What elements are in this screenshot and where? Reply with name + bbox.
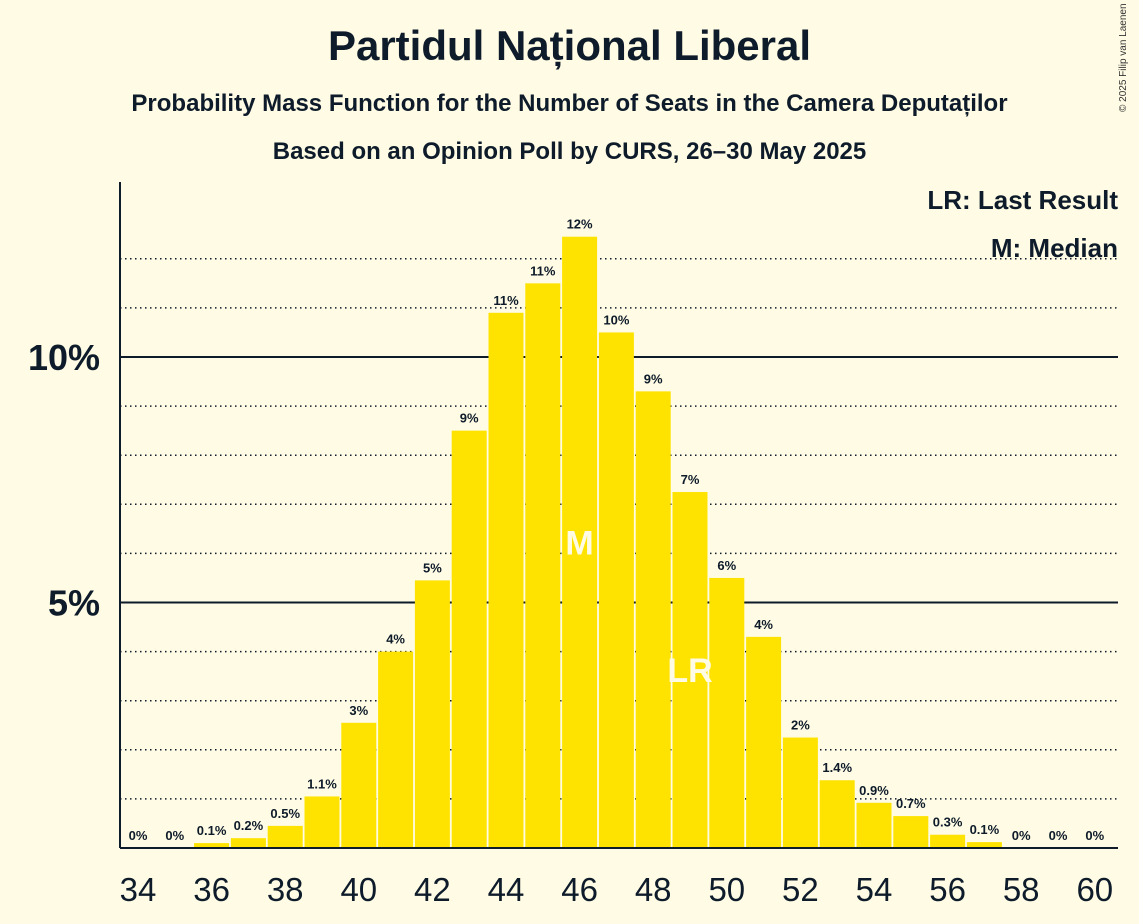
bar-seat-38 [267,825,303,848]
bar-seat-37 [230,838,266,848]
x-tick-label-56: 56 [929,871,966,908]
last-result-marker: LR [667,652,712,690]
bar-value-label-60: 0% [1085,828,1104,843]
x-tick-label-44: 44 [488,871,525,908]
bar-seat-48 [635,391,671,848]
bar-value-label-54: 0.9% [859,783,889,798]
bar-seat-45 [525,283,561,849]
bar-value-label-52: 2% [791,718,810,733]
bar-value-label-51: 4% [754,617,773,632]
x-tick-label-38: 38 [267,871,304,908]
legend-median: M: Median [991,233,1118,263]
x-tick-label-48: 48 [635,871,672,908]
x-tick-label-52: 52 [782,871,819,908]
bar-seat-40 [341,722,377,848]
x-tick-label-54: 54 [856,871,893,908]
bar-value-label-47: 10% [603,312,629,327]
bar-value-label-58: 0% [1012,828,1031,843]
bar-value-label-37: 0.2% [234,818,264,833]
bar-seat-49 [672,492,708,848]
bar-value-label-36: 0.1% [197,823,227,838]
bar-value-label-49: 7% [681,472,700,487]
bar-value-label-50: 6% [717,558,736,573]
chart-subtitle: Probability Mass Function for the Number… [131,90,1008,117]
x-tick-label-36: 36 [193,871,230,908]
bar-value-label-57: 0.1% [970,822,1000,837]
bar-labels: 0% 0% 0.1% 0.2% 0.5% 1.1% 3% 4% 5% 9% 11% 11% 12% 10%… [129,217,1105,843]
bar-value-label-53: 1.4% [822,760,852,775]
bar-value-label-34: 0% [129,828,148,843]
bar-seat-56 [930,834,966,848]
bar-value-label-46: 12% [567,217,593,232]
y-tick-label-10: 10% [28,337,100,378]
bar-seat-50 [709,577,745,848]
bar-value-label-39: 1.1% [307,776,337,791]
bar-seat-42 [414,580,450,848]
bar-value-label-41: 4% [386,632,405,647]
bar-seat-43 [451,430,487,848]
bar-value-label-35: 0% [165,828,184,843]
axes: 5% 10% 34 36 38 40 42 44 46 48 50 52 54 56 58 60 [28,182,1118,908]
bar-seat-54 [856,802,892,848]
bar-value-label-43: 9% [460,411,479,426]
x-tick-label-46: 46 [561,871,598,908]
bar-value-label-42: 5% [423,560,442,575]
x-tick-label-34: 34 [120,871,157,908]
bar-seat-39 [304,796,340,848]
bar-value-label-38: 0.5% [270,806,300,821]
bar-seat-47 [598,332,634,848]
chart-title: Partidul Național Liberal [327,22,812,69]
bar-seat-41 [378,651,414,848]
median-marker: M [565,524,593,562]
chart-source-note: Based on an Opinion Poll by CURS, 26–30 … [272,138,867,165]
bar-seat-55 [893,816,929,848]
bar-value-label-55: 0.7% [896,796,926,811]
bars [194,236,1002,849]
y-tick-label-5: 5% [48,583,100,624]
legend: LR: Last Result M: Median [927,185,1118,263]
bar-value-label-44: 11% [493,293,519,308]
bar-value-label-59: 0% [1049,828,1068,843]
bar-seat-44 [488,312,524,848]
x-tick-label-50: 50 [708,871,745,908]
x-tick-label-42: 42 [414,871,451,908]
legend-last-result: LR: Last Result [927,185,1118,215]
x-tick-label-60: 60 [1076,871,1113,908]
bar-seat-51 [746,636,782,848]
bar-seat-36 [194,843,230,848]
bar-value-label-48: 9% [644,371,663,386]
bar-seat-52 [782,737,818,848]
x-tick-label-58: 58 [1003,871,1040,908]
bar-value-label-56: 0.3% [933,815,963,830]
x-tick-label-40: 40 [340,871,377,908]
bar-seat-46 [562,236,598,848]
bar-seat-57 [966,842,1002,848]
bar-seat-53 [819,780,855,848]
bar-value-label-40: 3% [349,703,368,718]
bar-value-label-45: 11% [530,263,556,278]
